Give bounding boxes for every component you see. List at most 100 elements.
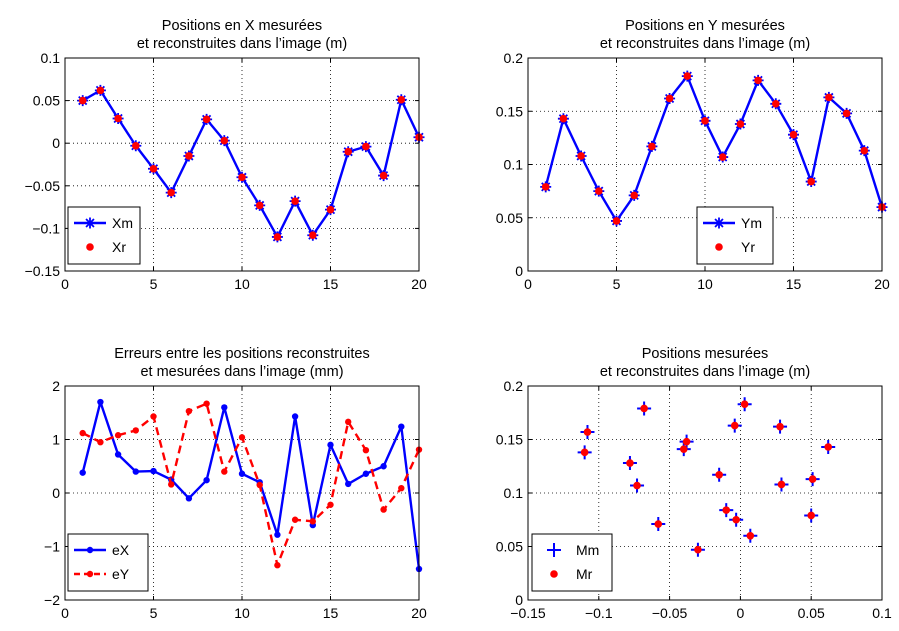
data-point-Yr [772,99,780,108]
legend: Xm Xr [67,206,141,265]
x-tick-label: 20 [411,605,427,621]
chart-title: Positions en X mesurées [162,18,322,34]
data-point-eY [380,506,387,513]
y-tick-label: 0.2 [504,378,524,394]
chart-2: 0 5 10 15 20 0 0.05 0.1 0.15 0.2 Positions en Y me… [496,18,890,292]
data-point-Mr [824,443,832,451]
chart-title: et reconstruites dans l’image (m) [600,364,810,380]
data-point-Yr [718,153,727,161]
chart-title: et mesurées dans l’image (mm) [140,364,343,380]
y-tick-label: −0.05 [25,178,61,194]
y-tick-label: 0 [515,592,523,608]
series-group [77,84,425,243]
data-point-eX [150,467,157,475]
y-tick-label: 2 [52,378,60,394]
x-tick-label: 15 [323,605,339,621]
data-point-Mr [732,515,740,524]
data-point-eY [327,501,334,508]
data-point-Xr [220,136,229,145]
x-tick-label: −0.05 [652,605,688,621]
data-point-Xr [309,231,317,240]
data-point-Xr [326,205,335,214]
data-point-Yr [648,142,656,151]
y-tick-label: 0.15 [496,103,523,119]
legend-label: Mm [576,542,599,558]
data-point-Mr [654,520,663,528]
data-point-eY [132,427,139,434]
data-point-eY [114,432,122,439]
data-point-Mr [715,471,723,479]
legend-label: Xr [112,239,126,255]
legend-box [531,533,613,592]
legend-marker-eY [86,570,94,578]
data-point-Yr [559,114,568,123]
x-tick-label: 15 [323,276,339,292]
data-point-Xr [96,86,105,95]
data-point-Mr [730,421,739,430]
x-tick-label: −0.1 [585,605,613,621]
chart-4: −0.15 −0.1 −0.05 0 0.05 0.1 0 0.05 0.1 0.15 0.2 Pos… [496,346,892,621]
data-point-Yr [754,76,762,85]
data-point-Mr [808,475,817,483]
data-point-Mr [626,459,634,467]
x-tick-label: 20 [874,276,890,292]
x-tick-label: 5 [613,276,621,292]
data-point-eY [221,468,228,475]
data-point-eY [345,418,352,426]
chart-title: et reconstruites dans l’image (m) [137,36,347,52]
data-point-eX [380,463,387,470]
data-point-eX [345,480,352,488]
data-point-Yr [701,117,709,125]
legend: Ym Yr [696,206,774,265]
series-group [540,70,888,227]
data-point-eY [79,429,86,437]
data-point-Yr [789,130,798,139]
data-point-Xr [149,164,158,173]
x-tick-label: 5 [150,276,158,292]
data-point-Yr [807,177,815,186]
legend-marker-Ym [713,217,725,229]
series-Mr [580,400,832,554]
data-point-eY [309,518,316,525]
y-tick-label: 0.05 [33,93,60,109]
data-point-Xr [132,141,140,150]
data-point-eX [327,441,334,449]
data-point-Xr [114,114,122,123]
data-point-Xr [202,115,211,124]
data-point-Mr [633,481,641,490]
chart-3: 0 5 10 15 20 −2 −1 0 1 2 Erreurs entre les positio… [44,346,427,621]
series-Yr [541,72,886,225]
y-tick-label: 0.1 [41,50,61,66]
data-point-Mr [776,422,784,431]
legend-marker-eX [86,546,94,554]
y-tick-label: 0.1 [504,157,524,173]
y-tick-label: 0 [515,263,523,279]
legend-label: Mr [576,566,593,582]
legend-marker-Mr [550,570,558,578]
data-point-eX [274,531,281,538]
data-point-Mr [694,545,702,554]
data-point-eY [185,407,193,415]
legend-marker-Yr [715,243,723,251]
series-eY [79,400,423,569]
y-tick-label: 0 [52,485,60,501]
y-tick-label: 1 [52,432,60,448]
data-point-eY [238,434,246,441]
y-tick-label: 0.1 [504,485,524,501]
data-point-Mr [740,400,749,408]
chart-title: Erreurs entre les positions reconstruite… [114,346,369,362]
data-point-eY [256,481,263,489]
series-line-eY [82,402,421,567]
data-point-eX [97,398,104,406]
data-point-eY [203,400,210,407]
data-point-eX [221,404,228,411]
grid [65,58,419,271]
data-point-Mr [640,404,648,413]
x-tick-label: 10 [234,605,250,621]
data-point-eY [362,447,370,454]
x-tick-label: 0 [61,276,69,292]
data-point-eX [203,476,210,484]
data-point-eY [291,516,299,523]
x-tick-label: 10 [234,276,250,292]
x-tick-label: 5 [150,605,158,621]
